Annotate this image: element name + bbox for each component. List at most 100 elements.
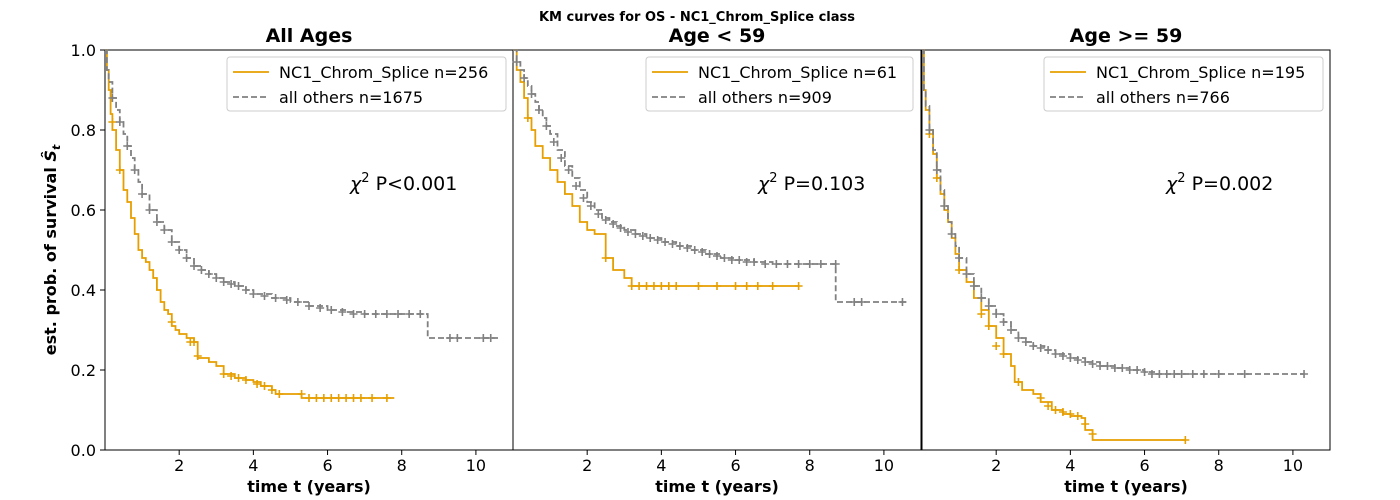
censor-mark	[1007, 326, 1016, 334]
panel-title: All Ages	[266, 25, 353, 47]
censor-mark	[731, 282, 740, 290]
censor-mark	[160, 226, 169, 234]
censor-mark	[334, 394, 343, 402]
censor-mark	[534, 106, 543, 114]
censor-mark	[675, 242, 684, 250]
censor-mark	[1073, 356, 1082, 364]
censor-mark	[219, 370, 228, 378]
censor-mark	[1188, 370, 1197, 378]
censor-mark	[750, 258, 759, 266]
censor-mark	[327, 394, 336, 402]
panel-2: Age < 59 2 4 6 8 10 time t (years) NC1_Chrom_Sp…	[512, 25, 922, 496]
censor-mark	[932, 166, 941, 174]
censor-mark	[182, 254, 191, 262]
censor-mark	[1125, 366, 1134, 374]
legend-label: all others n=1675	[279, 88, 423, 107]
x-tick-label: 2	[582, 456, 592, 475]
censor-mark	[955, 266, 964, 274]
x-tick-label: 10	[466, 456, 486, 475]
censor-mark	[108, 94, 117, 102]
x-axis-label: time t (years)	[247, 477, 371, 496]
censor-mark	[305, 302, 313, 310]
legend-label: all others n=909	[698, 88, 832, 107]
plot-frame	[921, 49, 1331, 451]
censor-mark	[940, 202, 949, 210]
plot-frame	[512, 49, 922, 451]
censor-mark	[1036, 344, 1045, 352]
censor-mark	[661, 238, 670, 246]
censor-mark	[1300, 370, 1309, 378]
censor-mark	[115, 118, 124, 126]
censor-mark	[1014, 334, 1023, 342]
censor-mark	[349, 310, 358, 318]
censor-mark	[999, 318, 1008, 326]
censor-mark	[713, 252, 721, 260]
censor-mark	[683, 244, 692, 252]
censor-mark	[698, 248, 707, 256]
x-tick-label: 2	[991, 456, 1001, 475]
censor-mark	[1066, 410, 1075, 418]
censor-mark	[190, 262, 199, 270]
censor-mark	[241, 376, 250, 384]
censor-mark	[297, 390, 306, 398]
censor-mark	[816, 260, 825, 268]
censor-mark	[805, 260, 814, 268]
censor-mark	[955, 254, 964, 262]
censor-mark	[594, 210, 603, 218]
censor-mark	[542, 122, 551, 130]
censor-mark	[642, 282, 651, 290]
censor-mark	[601, 254, 610, 262]
panel-title: Age < 59	[669, 25, 766, 47]
censor-mark	[342, 394, 351, 402]
p-value-annotation: χ2 P=0.103	[757, 171, 865, 195]
censor-mark	[1051, 406, 1060, 414]
censor-mark	[115, 166, 124, 174]
censor-mark	[138, 190, 147, 198]
censor-mark	[1088, 430, 1097, 438]
censor-mark	[1214, 370, 1223, 378]
censor-mark	[338, 308, 347, 316]
x-tick-label: 10	[874, 456, 894, 475]
censor-mark	[646, 234, 655, 242]
legend-box	[1043, 56, 1324, 112]
censor-mark	[167, 318, 176, 326]
censor-mark	[1181, 436, 1190, 444]
censor-mark	[984, 322, 993, 330]
censor-mark	[349, 394, 358, 402]
censor-mark	[520, 74, 529, 82]
censor-mark	[1177, 370, 1186, 378]
censor-mark	[623, 228, 632, 236]
censor-mark	[1058, 352, 1067, 360]
censor-mark	[705, 250, 714, 258]
y-tick-label: 0.6	[71, 201, 96, 220]
censor-mark	[1110, 364, 1119, 372]
censor-mark	[1044, 346, 1053, 354]
censor-mark	[1036, 394, 1045, 402]
panel-title: Age >= 59	[1070, 25, 1183, 47]
censor-mark	[969, 282, 978, 290]
group-curve	[513, 49, 799, 287]
censor-mark	[1081, 420, 1090, 428]
censor-mark	[1240, 370, 1249, 378]
censor-mark	[850, 298, 859, 306]
censor-mark	[1066, 354, 1075, 362]
censor-mark	[753, 282, 762, 290]
censor-mark	[783, 260, 792, 268]
y-tick-label: 0.8	[71, 121, 96, 140]
censor-mark	[486, 334, 495, 342]
panel-3: Age >= 59 2 4 6 8 10 time t (years) NC1_Chrom_S…	[921, 25, 1331, 496]
p-value-annotation: χ2 P<0.001	[349, 171, 457, 195]
x-tick-label: 6	[1139, 456, 1149, 475]
censor-mark	[772, 260, 781, 268]
censor-mark	[999, 350, 1008, 358]
censor-mark	[260, 382, 269, 390]
censor-mark	[145, 206, 154, 214]
censor-mark	[527, 90, 536, 98]
x-tick-label: 2	[174, 456, 184, 475]
panels-group: All Ages 2 4 6 8 10 time t (years) 0.0 0.2 0.4 0.6…	[71, 25, 1331, 496]
censor-mark	[382, 310, 391, 318]
censor-mark	[586, 202, 595, 210]
censor-mark	[672, 282, 681, 290]
censor-mark	[267, 386, 276, 394]
censor-mark	[316, 304, 325, 312]
